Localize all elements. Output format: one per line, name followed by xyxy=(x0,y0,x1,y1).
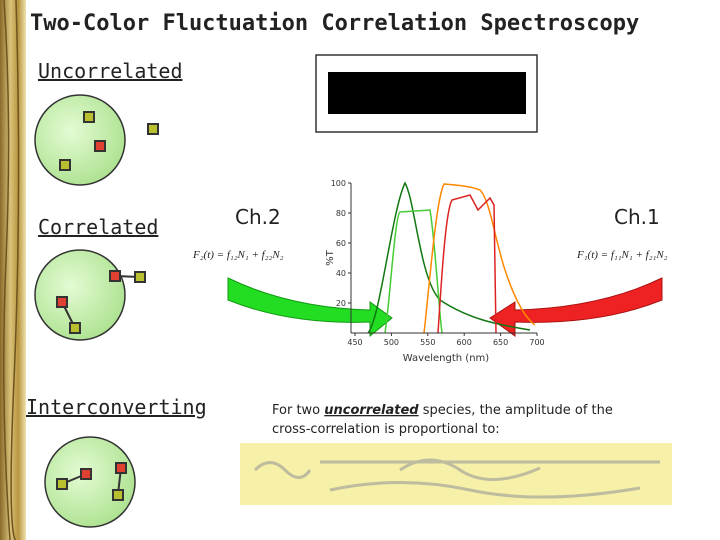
note-emphasis: uncorrelated xyxy=(324,403,419,418)
note-text: For two xyxy=(272,403,324,418)
y-tick-label: 40 xyxy=(336,269,346,278)
note: cross-correlation is proportional to: xyxy=(272,422,500,437)
spectrum xyxy=(367,181,536,334)
x-tick-label: 650 xyxy=(493,338,508,347)
note-text: species, the amplitude of the xyxy=(419,403,613,418)
label: Uncorrelated xyxy=(38,59,183,83)
y-tick-label: 60 xyxy=(336,239,346,248)
label: Interconverting xyxy=(26,395,207,419)
x-axis-label: Wavelength (nm) xyxy=(403,353,489,364)
y-axis-label: %T xyxy=(325,249,336,266)
x-tick-label: 500 xyxy=(384,338,399,347)
red-arrow xyxy=(489,277,663,337)
channel-label: Ch.1 xyxy=(614,205,660,229)
y-tick-label: 80 xyxy=(336,209,346,218)
note: For two uncorrelated species, the amplit… xyxy=(272,403,613,418)
image-black xyxy=(328,72,526,114)
formula-image-blur xyxy=(253,458,660,499)
x-tick-label: 600 xyxy=(457,338,472,347)
title: Two-Color Fluctuation Correlation Spectr… xyxy=(30,11,639,36)
marble-strip xyxy=(0,0,26,540)
y-tick-label: 100 xyxy=(331,179,346,188)
channel-label: Ch.2 xyxy=(235,205,281,229)
label: Correlated xyxy=(38,215,158,239)
green-arrow xyxy=(227,277,393,338)
formula: F₁(t) = f₁₁N₁ + f₂₁N₂ xyxy=(576,249,668,261)
x-tick-label: 700 xyxy=(529,338,544,347)
y-tick-label: 20 xyxy=(336,299,346,308)
formula: F₂(t) = f₁₂N₁ + f₂₂N₂ xyxy=(192,249,284,261)
x-tick-label: 550 xyxy=(420,338,435,347)
x-tick-label: 450 xyxy=(347,338,362,347)
marble-vein xyxy=(3,0,20,540)
molecule-diagrams xyxy=(34,94,159,528)
